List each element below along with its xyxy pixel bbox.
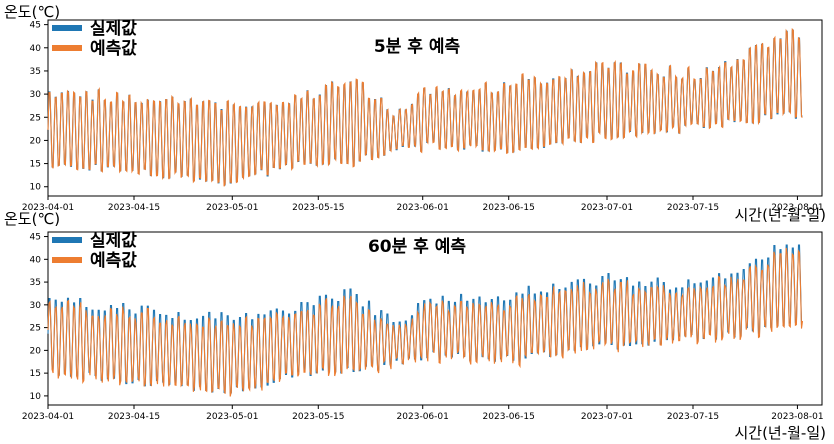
y-tick-label: 30	[30, 301, 42, 311]
y-axis-label: 온도(℃)	[4, 3, 61, 21]
y-tick-label: 15	[30, 369, 41, 379]
x-tick-label: 2023-05-15	[292, 412, 344, 422]
x-tick-label: 2023-06-01	[397, 412, 449, 422]
plot-frame	[47, 19, 823, 197]
legend-label-predicted: 예측값	[90, 251, 137, 271]
legend-swatch-actual	[52, 25, 82, 31]
x-tick-label: 2023-04-15	[108, 203, 160, 213]
y-tick-label: 40	[30, 44, 42, 54]
legend-label-actual: 실제값	[90, 19, 137, 39]
legend-label-predicted: 예측값	[90, 39, 137, 59]
y-tick-label: 35	[30, 278, 41, 288]
y-tick-label: 25	[30, 113, 41, 123]
x-tick-label: 2023-06-15	[483, 203, 535, 213]
y-tick-label: 35	[30, 67, 41, 77]
x-tick-label: 2023-04-01	[22, 203, 74, 213]
x-tick-label: 2023-07-01	[581, 203, 633, 213]
x-tick-label: 2023-04-01	[22, 412, 74, 422]
legend-swatch-predicted	[52, 45, 82, 51]
chart-title: 5분 후 예측	[374, 36, 461, 57]
chart-panel-60min: 10 15 20 25 30 35 40 45 2023-04-01 2023-04-15 2023…	[0, 210, 834, 444]
legend-swatch-actual	[52, 237, 82, 243]
y-tick-label: 30	[30, 90, 42, 100]
x-tick-label: 2023-05-15	[292, 203, 344, 213]
legend-label-actual: 실제값	[90, 231, 137, 251]
x-axis-label: 시간(년-월-일)	[734, 424, 826, 442]
x-tick-label: 2023-05-01	[206, 412, 258, 422]
y-tick-label: 20	[30, 346, 42, 356]
x-tick-label: 2023-08-01	[771, 203, 823, 213]
x-tick-label: 2023-07-01	[581, 412, 633, 422]
x-tick-label: 2023-04-15	[108, 412, 160, 422]
x-axis-label: 시간(년-월-일)	[734, 206, 826, 224]
y-tick-label: 45	[30, 233, 41, 243]
y-tick-label: 20	[30, 136, 42, 146]
y-tick-label: 25	[30, 324, 41, 334]
x-tick-label: 2023-06-15	[483, 412, 535, 422]
x-tick-label: 2023-06-01	[397, 203, 449, 213]
y-tick-label: 15	[30, 160, 41, 170]
x-tick-label: 2023-08-01	[771, 412, 823, 422]
legend-swatch-predicted	[52, 257, 82, 263]
y-tick-label: 10	[30, 392, 42, 402]
chart-panel-5min: 온도(℃) 10 15 20 25 30 35 40 45 2023-04-01 2023-04-…	[4, 3, 826, 224]
x-tick-label: 2023-05-01	[206, 203, 258, 213]
y-tick-label: 45	[30, 21, 41, 31]
chart-title: 60분 후 예측	[368, 236, 466, 257]
y-tick-label: 10	[30, 183, 42, 193]
series-line-predicted	[47, 247, 804, 397]
y-tick-label: 40	[30, 255, 42, 265]
series-line-predicted	[47, 27, 803, 187]
chart-60min: 10 15 20 25 30 35 40 45 2023-04-01 2023-04-15 2023…	[22, 231, 824, 422]
x-tick-label: 2023-07-15	[667, 412, 719, 422]
x-tick-label: 2023-07-15	[667, 203, 719, 213]
y-axis-label: 온도(℃)	[4, 210, 61, 228]
chart-5min: 10 15 20 25 30 35 40 45 2023-04-01 2023-04-15 2023…	[22, 19, 824, 213]
